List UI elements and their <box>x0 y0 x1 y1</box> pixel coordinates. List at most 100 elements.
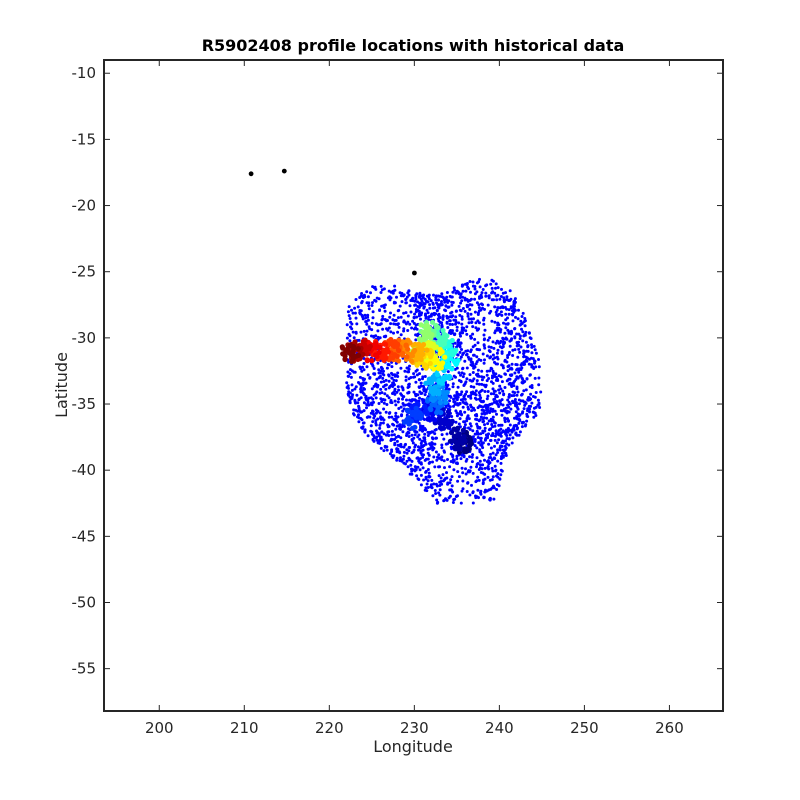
historical-point <box>383 392 387 396</box>
float-profile-point <box>413 411 419 417</box>
historical-point <box>498 297 502 301</box>
historical-point <box>461 366 465 370</box>
historical-point <box>485 283 489 287</box>
historical-point <box>513 327 517 330</box>
historical-point <box>495 488 499 491</box>
historical-point <box>402 461 406 465</box>
historical-point <box>360 369 364 373</box>
historical-point <box>376 323 380 327</box>
historical-point <box>490 402 494 406</box>
float-profile-point <box>445 350 451 356</box>
historical-point <box>475 373 478 377</box>
historical-point <box>384 387 388 391</box>
historical-point <box>346 310 350 314</box>
historical-point <box>482 496 486 500</box>
historical-point <box>417 378 421 382</box>
float-profile-point <box>387 354 393 361</box>
historical-point <box>460 466 464 470</box>
historical-point <box>450 310 454 314</box>
historical-point <box>345 381 349 385</box>
historical-point <box>449 488 453 492</box>
float-profile-point <box>456 439 462 445</box>
historical-point <box>487 345 491 349</box>
historical-point <box>392 383 396 387</box>
float-profile-point <box>404 407 410 413</box>
historical-point <box>491 415 495 419</box>
historical-point <box>473 438 477 441</box>
historical-point <box>348 368 352 372</box>
float-profile-point <box>416 341 422 347</box>
historical-point <box>360 294 364 298</box>
historical-point <box>346 370 350 374</box>
historical-point <box>381 317 385 321</box>
historical-point <box>501 366 505 370</box>
historical-point <box>419 446 422 450</box>
historical-point <box>380 304 384 308</box>
historical-point <box>357 381 360 384</box>
historical-point <box>499 295 503 298</box>
historical-point <box>440 446 444 450</box>
historical-point <box>518 430 522 434</box>
float-profile-point <box>436 415 443 421</box>
historical-point <box>496 357 500 361</box>
historical-point <box>492 484 495 488</box>
historical-point <box>496 306 500 310</box>
historical-point <box>460 322 464 326</box>
historical-point <box>462 394 466 398</box>
historical-point <box>430 441 434 445</box>
historical-point <box>516 407 520 411</box>
y-tick-label: -55 <box>72 660 97 678</box>
historical-point <box>521 378 525 381</box>
historical-point <box>421 455 425 459</box>
historical-point <box>456 403 460 407</box>
historical-point <box>469 348 473 352</box>
historical-point <box>488 461 492 465</box>
historical-point <box>531 395 535 398</box>
historical-point <box>483 423 486 427</box>
historical-point <box>466 355 470 359</box>
historical-point <box>414 443 417 447</box>
historical-point <box>529 392 533 396</box>
historical-point <box>458 417 462 421</box>
historical-point <box>435 498 439 502</box>
historical-point <box>421 399 425 403</box>
historical-point <box>526 345 530 349</box>
historical-point <box>397 388 401 392</box>
historical-point <box>350 388 354 392</box>
historical-point <box>471 332 475 336</box>
historical-point <box>395 439 399 443</box>
historical-point <box>373 372 377 376</box>
float-profile-point <box>435 324 441 330</box>
historical-point <box>452 286 456 290</box>
historical-point <box>523 380 527 383</box>
historical-point <box>422 478 426 482</box>
historical-point <box>503 331 507 335</box>
historical-point <box>370 401 373 405</box>
historical-point <box>510 362 514 366</box>
historical-point <box>454 320 458 324</box>
historical-point <box>447 404 450 408</box>
historical-point <box>483 328 487 332</box>
historical-point <box>464 349 468 353</box>
historical-point <box>481 463 485 467</box>
historical-point <box>357 338 361 342</box>
historical-point <box>377 371 381 375</box>
historical-point <box>493 434 497 438</box>
historical-point <box>370 321 374 325</box>
historical-point <box>501 455 505 459</box>
historical-point <box>365 290 369 294</box>
historical-point <box>450 303 454 307</box>
historical-point <box>423 458 427 462</box>
historical-point <box>492 400 496 404</box>
historical-point <box>478 393 482 397</box>
float-profile-point <box>424 334 430 340</box>
historical-point <box>370 328 374 332</box>
historical-point <box>495 441 499 445</box>
historical-point <box>374 396 378 400</box>
historical-point <box>460 489 464 493</box>
historical-point <box>408 446 412 449</box>
historical-point <box>364 316 368 320</box>
y-tick-label: -45 <box>72 527 97 545</box>
historical-point <box>480 295 484 299</box>
historical-point <box>489 309 493 313</box>
